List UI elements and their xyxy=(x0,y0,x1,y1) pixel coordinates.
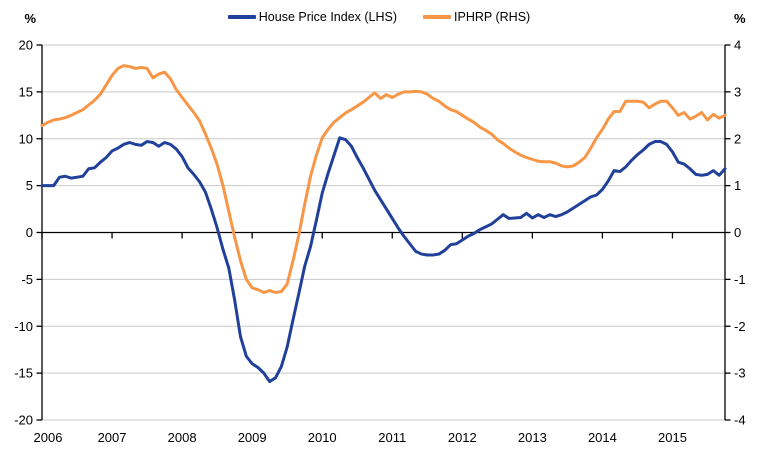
year-label: 2015 xyxy=(658,430,687,445)
left-tick-label: -20 xyxy=(14,413,33,428)
legend-item-house-price-index: House Price Index (LHS) xyxy=(227,10,398,24)
right-tick-label: 1 xyxy=(734,178,741,193)
left-tick-label: 5 xyxy=(26,178,33,193)
year-label: 2010 xyxy=(308,430,337,445)
right-tick-label: 3 xyxy=(734,84,741,99)
series-iphrp-rhs xyxy=(40,64,727,294)
left-tick-label: 10 xyxy=(19,131,33,146)
legend-swatch-hpi xyxy=(227,15,256,19)
legend-label-iphrp: IPHRP (RHS) xyxy=(454,10,531,24)
legend: House Price Index (LHS) IPHRP (RHS) xyxy=(0,10,758,24)
year-label: 2012 xyxy=(448,430,477,445)
right-tick-label: -3 xyxy=(734,366,746,381)
year-label: 2007 xyxy=(98,430,127,445)
left-tick-label: -5 xyxy=(21,272,33,287)
left-tick-label: 0 xyxy=(26,225,33,240)
year-label: 2006 xyxy=(34,430,63,445)
right-tick-label: 0 xyxy=(734,225,741,240)
year-label: 2014 xyxy=(588,430,617,445)
year-label: 2013 xyxy=(518,430,547,445)
left-tick-label: -10 xyxy=(14,319,33,334)
right-tick-label: 2 xyxy=(734,131,741,146)
left-axis-unit: % xyxy=(24,11,36,26)
year-label: 2009 xyxy=(238,430,267,445)
legend-swatch-iphrp xyxy=(423,15,452,19)
left-tick-label: -15 xyxy=(14,366,33,381)
year-label: 2008 xyxy=(168,430,197,445)
year-label: 2011 xyxy=(378,430,406,445)
legend-item-iphrp: IPHRP (RHS) xyxy=(423,10,530,24)
legend-label-hpi: House Price Index (LHS) xyxy=(258,10,398,24)
right-tick-label: -1 xyxy=(734,272,746,287)
series-house-price-index-lhs xyxy=(40,136,727,384)
right-tick-label: -4 xyxy=(734,413,746,428)
right-axis-unit: % xyxy=(734,11,746,26)
right-tick-label: -2 xyxy=(734,319,746,334)
left-tick-label: 20 xyxy=(19,38,33,53)
right-tick-label: 4 xyxy=(734,38,741,53)
left-tick-label: 15 xyxy=(19,84,33,99)
